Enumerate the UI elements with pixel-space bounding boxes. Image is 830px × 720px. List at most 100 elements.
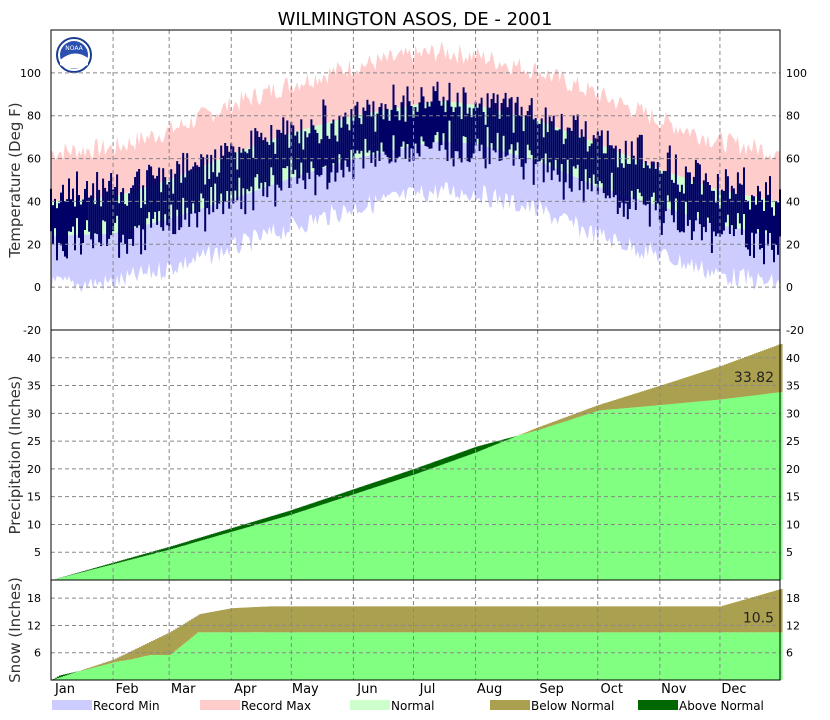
- observed-total-bar: [291, 514, 294, 580]
- observed-total-bar: [503, 632, 507, 680]
- observed-total-bar: [539, 632, 543, 680]
- departure-bar: [709, 606, 713, 633]
- departure-bar: [563, 606, 567, 633]
- departure-bar: [711, 368, 715, 401]
- observed-total-bar: [323, 632, 326, 680]
- observed-total-bar: [369, 488, 372, 580]
- departure-bar: [661, 606, 665, 633]
- departure-bar: [513, 606, 517, 633]
- y-tick-label-right: 30: [786, 407, 800, 420]
- observed-total-bar: [569, 419, 573, 580]
- departure-bar: [367, 606, 370, 633]
- observed-total-bar: [223, 533, 226, 580]
- observed-total-bar: [101, 567, 104, 580]
- observed-total-bar: [265, 521, 268, 580]
- departure-bar: [445, 457, 449, 463]
- observed-total-bar: [583, 415, 587, 580]
- departure-bar: [101, 565, 104, 568]
- observed-total-bar: [93, 569, 96, 580]
- departure-bar: [351, 489, 354, 495]
- observed-total-bar: [643, 406, 647, 580]
- observed-total-bar: [579, 416, 583, 580]
- observed-total-bar: [625, 632, 629, 680]
- departure-bar: [335, 495, 338, 500]
- departure-bar: [772, 346, 775, 394]
- month-label: May: [292, 682, 319, 697]
- observed-total-bar: [629, 632, 633, 680]
- departure-bar: [393, 475, 397, 481]
- departure-bar: [241, 525, 244, 529]
- departure-bar: [627, 606, 631, 633]
- departure-bar: [721, 365, 725, 400]
- departure-bar: [723, 605, 727, 633]
- observed-total-bar: [453, 460, 457, 580]
- observed-total-bar: [165, 550, 168, 580]
- departure-bar: [697, 373, 701, 402]
- departure-bar: [245, 607, 248, 633]
- observed-total-bar: [615, 632, 619, 680]
- observed-total-bar: [776, 632, 779, 680]
- observed-total-bar: [760, 394, 763, 580]
- departure-bar: [139, 646, 142, 658]
- observed-total-bar: [587, 413, 591, 580]
- observed-total-bar: [207, 538, 210, 580]
- observed-total-bar: [667, 404, 671, 580]
- observed-total-bar: [760, 632, 763, 680]
- observed-total-bar: [347, 632, 350, 680]
- departure-bar: [655, 606, 659, 633]
- observed-total-bar: [685, 632, 689, 680]
- departure-bar: [303, 505, 306, 511]
- observed-total-bar: [746, 632, 749, 680]
- observed-total-bar: [479, 450, 483, 580]
- departure-bar: [95, 567, 98, 569]
- departure-bar: [633, 606, 637, 633]
- departure-bar: [575, 413, 579, 418]
- departure-bar: [127, 652, 130, 660]
- observed-total-bar: [531, 632, 535, 680]
- observed-total-bar: [391, 481, 395, 580]
- observed-total-bar: [79, 670, 82, 680]
- departure-bar: [429, 606, 433, 633]
- departure-bar: [83, 669, 86, 670]
- observed-total-bar: [375, 632, 378, 680]
- observed-total-bar: [161, 551, 164, 580]
- departure-bar: [727, 604, 731, 633]
- observed-total-bar: [647, 632, 651, 680]
- departure-bar: [597, 405, 601, 411]
- observed-total-bar: [597, 632, 601, 680]
- observed-total-bar: [697, 401, 701, 580]
- observed-total-bar: [519, 632, 523, 680]
- departure-bar: [365, 606, 368, 633]
- observed-total-bar: [91, 569, 94, 580]
- departure-bar: [203, 613, 206, 633]
- departure-bar: [587, 408, 591, 414]
- observed-total-bar: [719, 632, 723, 680]
- departure-bar: [343, 492, 346, 498]
- observed-total-bar: [335, 500, 338, 580]
- observed-total-bar: [61, 676, 64, 680]
- observed-total-bar: [97, 666, 100, 680]
- observed-total-bar: [766, 393, 769, 580]
- departure-bar: [756, 352, 759, 396]
- observed-total-bar: [195, 633, 198, 680]
- observed-total-bar: [417, 473, 421, 580]
- y-tick-label-left: 10: [27, 518, 41, 531]
- departure-bar: [691, 606, 695, 633]
- observed-total-bar: [477, 632, 481, 680]
- departure-bar: [597, 606, 601, 633]
- departure-bar: [453, 454, 457, 461]
- departure-bar: [103, 662, 106, 665]
- departure-bar: [111, 563, 114, 565]
- observed-total-bar: [239, 632, 242, 680]
- observed-total-bar: [347, 496, 350, 580]
- departure-bar: [175, 544, 178, 548]
- observed-total-bar: [457, 632, 461, 680]
- observed-total-bar: [221, 534, 224, 580]
- observed-total-bar: [493, 445, 497, 580]
- observed-total-bar: [331, 632, 334, 680]
- observed-total-bar: [257, 632, 260, 680]
- departure-bar: [403, 472, 407, 478]
- observed-total-bar: [449, 632, 453, 680]
- observed-total-bar: [71, 574, 74, 580]
- observed-total-bar: [693, 632, 697, 680]
